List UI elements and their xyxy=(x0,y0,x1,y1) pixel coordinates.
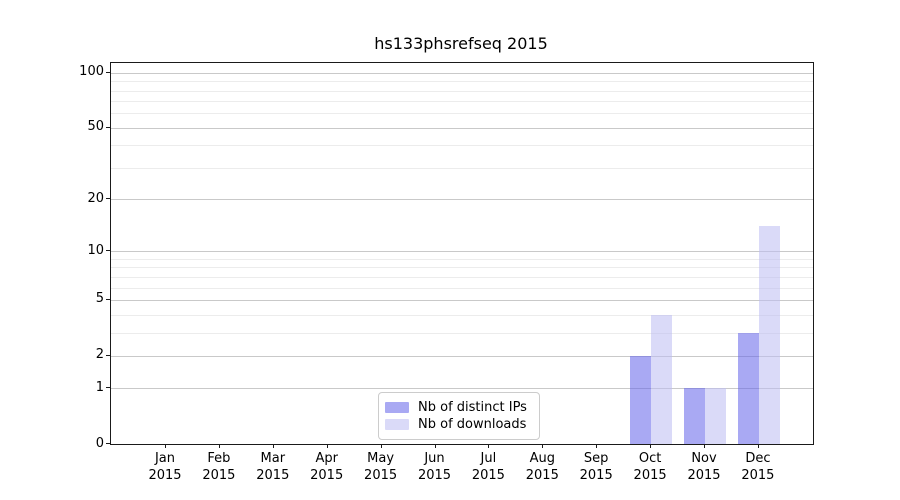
bar-downloads xyxy=(758,226,780,444)
gridline-major xyxy=(111,251,813,253)
x-tick-month: Oct xyxy=(638,451,662,466)
x-axis-tick xyxy=(434,444,436,448)
x-tick-year: 2015 xyxy=(148,468,182,483)
y-axis-tick xyxy=(106,198,110,200)
legend-swatch-distinct-ips xyxy=(385,402,409,413)
y-axis-tick-label: 0 xyxy=(95,435,104,451)
gridline-minor xyxy=(111,145,813,147)
x-axis-tick-label: Sep 2015 xyxy=(564,450,628,484)
x-axis-tick xyxy=(218,444,220,448)
y-axis-tick xyxy=(106,126,110,128)
y-axis-tick-label: 100 xyxy=(79,64,104,80)
x-axis-tick xyxy=(165,444,166,448)
gridline-minor xyxy=(111,287,813,289)
x-axis-tick xyxy=(757,444,759,448)
y-axis-tick-label: 20 xyxy=(87,190,104,206)
y-axis-tick xyxy=(106,250,110,252)
y-axis-tick xyxy=(106,71,110,73)
x-tick-month: Aug xyxy=(529,451,555,466)
gridline-minor xyxy=(111,90,813,92)
x-tick-year: 2015 xyxy=(579,468,613,483)
x-tick-year: 2015 xyxy=(525,468,559,483)
x-tick-year: 2015 xyxy=(202,468,236,483)
x-tick-month: Dec xyxy=(745,451,771,466)
legend-swatch-downloads xyxy=(385,419,409,430)
x-axis-tick-label: Jan 2015 xyxy=(133,450,197,484)
x-tick-month: Feb xyxy=(207,451,231,466)
x-tick-year: 2015 xyxy=(471,468,505,483)
y-axis-tick xyxy=(106,354,110,356)
x-tick-month: Jul xyxy=(480,451,497,466)
gridline-major xyxy=(111,355,813,357)
y-axis-tick-label: 2 xyxy=(95,347,104,363)
gridline-minor xyxy=(111,258,813,260)
x-axis-tick-label: May 2015 xyxy=(349,450,413,484)
x-axis-tick xyxy=(326,444,328,448)
x-axis-tick-label: Feb 2015 xyxy=(187,450,251,484)
x-axis-tick xyxy=(488,444,490,448)
x-axis-tick-label: Jun 2015 xyxy=(403,450,467,484)
gridline-minor xyxy=(111,113,813,115)
x-axis-tick xyxy=(650,444,652,448)
x-tick-year: 2015 xyxy=(310,468,344,483)
gridline-major xyxy=(111,388,813,390)
y-axis-tick-label: 5 xyxy=(95,291,104,307)
gridline-minor xyxy=(111,101,813,103)
x-axis-tick xyxy=(596,444,598,448)
x-tick-month: Sep xyxy=(583,451,609,466)
x-tick-year: 2015 xyxy=(364,468,398,483)
x-axis-tick xyxy=(380,444,382,448)
gridline-major xyxy=(111,199,813,201)
gridline-major xyxy=(111,72,813,74)
x-axis-tick-label: Nov 2015 xyxy=(672,450,736,484)
x-axis-tick-label: Oct 2015 xyxy=(618,450,682,484)
gridline-major xyxy=(111,127,813,129)
gridline-minor xyxy=(111,267,813,269)
bar-distinct-ips xyxy=(630,355,652,444)
x-tick-month: May xyxy=(367,451,395,466)
gridline-minor xyxy=(111,332,813,334)
x-tick-year: 2015 xyxy=(256,468,290,483)
legend-row-distinct-ips: Nb of distinct IPs xyxy=(385,399,527,416)
y-axis-tick xyxy=(106,443,110,444)
x-tick-month: Jun xyxy=(424,451,445,466)
x-axis-tick xyxy=(272,444,274,448)
plot-area xyxy=(110,62,814,445)
gridline-major xyxy=(111,299,813,301)
bar-distinct-ips xyxy=(684,388,705,444)
x-tick-month: Nov xyxy=(691,451,717,466)
legend-row-downloads: Nb of downloads xyxy=(385,416,527,433)
bar-downloads xyxy=(651,314,673,444)
x-tick-month: Mar xyxy=(260,451,286,466)
x-axis-tick xyxy=(542,444,544,448)
x-tick-month: Apr xyxy=(315,451,338,466)
bar-distinct-ips xyxy=(737,332,759,444)
legend-label-distinct-ips: Nb of distinct IPs xyxy=(418,400,527,415)
x-axis-tick-label: Jul 2015 xyxy=(456,450,520,484)
x-axis-tick-label: Dec 2015 xyxy=(726,450,790,484)
legend: Nb of distinct IPs Nb of downloads xyxy=(378,392,540,440)
chart-title: hs133phsrefseq 2015 xyxy=(374,34,548,53)
x-axis-tick xyxy=(704,444,705,448)
legend-label-downloads: Nb of downloads xyxy=(418,417,527,432)
x-axis-tick-label: Mar 2015 xyxy=(241,450,305,484)
y-axis-tick xyxy=(106,387,110,389)
x-axis-tick-label: Aug 2015 xyxy=(510,450,574,484)
gridline-minor xyxy=(111,314,813,316)
y-axis-tick-label: 50 xyxy=(87,119,104,135)
y-axis-tick-label: 10 xyxy=(87,242,104,258)
gridline-minor xyxy=(111,81,813,83)
x-tick-year: 2015 xyxy=(687,468,721,483)
x-tick-year: 2015 xyxy=(417,468,452,483)
x-axis-tick-label: Apr 2015 xyxy=(295,450,359,484)
x-tick-month: Jan xyxy=(154,451,176,466)
y-axis-tick-label: 1 xyxy=(95,379,104,395)
gridline-minor xyxy=(111,276,813,278)
bar-downloads xyxy=(705,388,726,444)
y-axis-tick xyxy=(106,298,110,300)
x-tick-year: 2015 xyxy=(633,468,667,483)
x-tick-year: 2015 xyxy=(741,468,775,483)
gridline-minor xyxy=(111,167,813,169)
